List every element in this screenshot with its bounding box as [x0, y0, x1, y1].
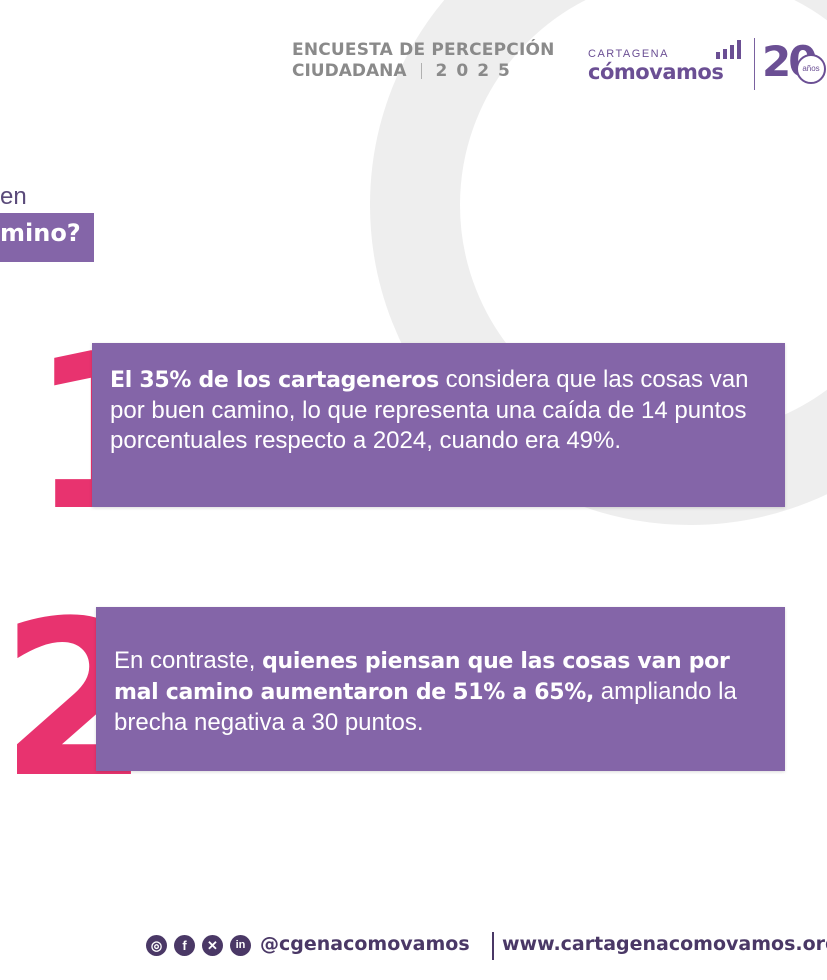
- website-link[interactable]: www.cartagenacomovamos.org: [502, 933, 827, 955]
- social-icons: ◎ f ✕ in: [146, 935, 256, 957]
- social-handle[interactable]: @cgenacomovamos: [260, 933, 470, 955]
- finding-2-lead: En contraste,: [114, 647, 263, 674]
- finding-text-2: En contraste, quienes piensan que las co…: [114, 646, 771, 738]
- question-fragment-2: mino?: [0, 219, 81, 247]
- linkedin-icon[interactable]: in: [230, 935, 251, 956]
- brand-divider: [754, 38, 755, 90]
- facebook-icon[interactable]: f: [174, 935, 195, 956]
- brand-city: CARTAGENA: [588, 48, 669, 60]
- survey-year: 2025: [435, 61, 519, 81]
- finding-2-rest: ampliando la brecha negativa a 30 puntos…: [114, 678, 737, 736]
- anniversary-badge: 20 años: [762, 36, 826, 88]
- brand-name: cómovamos: [588, 60, 724, 84]
- footer-separator: [492, 932, 494, 960]
- finding-text-1: El 35% de los cartageneros considera que…: [110, 365, 771, 456]
- finding-1-rest: considera que las cosas van por buen cam…: [110, 366, 749, 454]
- brand-logo: CARTAGENA cómovamos: [588, 40, 748, 90]
- question-fragment-1: en: [0, 183, 27, 210]
- question-highlight: mino?: [0, 213, 94, 262]
- finding-card-2: En contraste, quienes piensan que las co…: [96, 607, 785, 771]
- finding-1-bold: El 35% de los cartageneros: [110, 368, 439, 393]
- survey-title-word: CIUDADANA: [292, 61, 407, 81]
- instagram-icon[interactable]: ◎: [146, 935, 167, 956]
- finding-card-1: El 35% de los cartageneros considera que…: [92, 343, 785, 507]
- finding-2-bold: quienes piensan que las cosas van por ma…: [114, 649, 730, 705]
- survey-title-line2: CIUDADANA 2025: [292, 61, 562, 81]
- survey-title-line1: ENCUESTA DE PERCEPCIÓN: [292, 40, 555, 60]
- x-icon[interactable]: ✕: [202, 935, 223, 956]
- title-separator: [420, 63, 422, 79]
- survey-title: ENCUESTA DE PERCEPCIÓN CIUDADANA 2025: [292, 40, 562, 81]
- bar-chart-icon: [716, 40, 741, 59]
- anniversary-label: años: [796, 54, 826, 84]
